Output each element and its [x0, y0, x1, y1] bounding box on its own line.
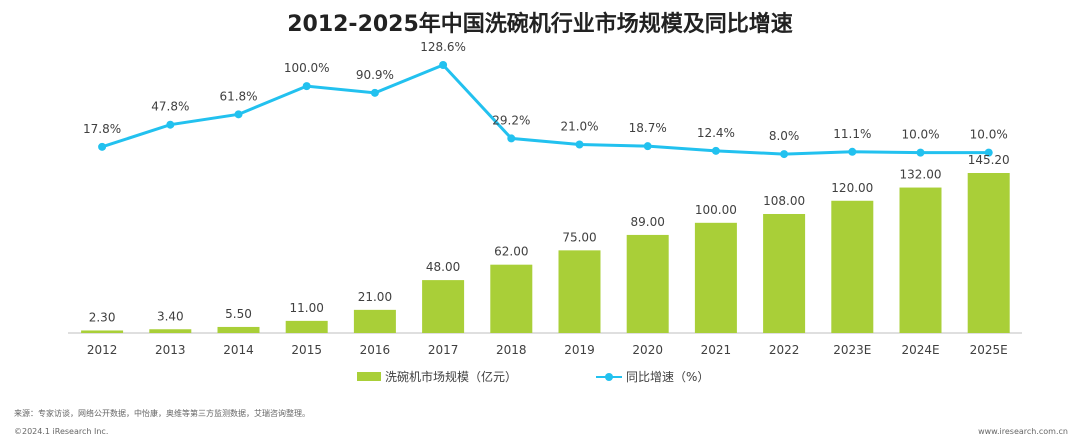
- source-note: 来源：专家访谈，网络公开数据，中怡康，奥维等第三方监测数据，艾瑞咨询整理。: [14, 409, 310, 418]
- growth-point-2020: [643, 142, 652, 151]
- legend-swatch-bar-icon: [357, 372, 381, 381]
- growth-value-label: 17.8%: [83, 122, 121, 136]
- bar-2012: [81, 330, 124, 333]
- growth-value-label: 90.9%: [356, 68, 394, 82]
- growth-point-2016: [370, 88, 379, 97]
- x-tick-label: 2017: [428, 343, 459, 357]
- growth-point-2024E: [916, 148, 925, 157]
- bar-2020: [626, 234, 669, 333]
- legend-item-growth-rate: 同比增速（%）: [596, 368, 709, 385]
- bar-value-label: 2.30: [89, 310, 116, 324]
- x-tick-label: 2018: [496, 343, 527, 357]
- growth-point-2014: [234, 110, 243, 119]
- legend-label-growth-rate: 同比增速（%）: [626, 370, 710, 384]
- growth-point-2013: [166, 120, 175, 129]
- legend-item-market-size: 洗碗机市场规模（亿元）: [357, 368, 517, 385]
- growth-point-2019: [575, 140, 584, 149]
- copyright: ©2024.1 iResearch Inc.: [14, 427, 109, 436]
- growth-value-label: 12.4%: [697, 126, 735, 140]
- bar-value-label: 21.00: [358, 290, 392, 304]
- x-tick-label: 2022: [769, 343, 800, 357]
- growth-point-2015: [302, 82, 311, 91]
- x-tick-label: 2015: [291, 343, 322, 357]
- growth-value-label: 47.8%: [151, 100, 189, 114]
- legend-swatch-line-icon: [596, 372, 622, 382]
- growth-point-2023E: [848, 147, 857, 156]
- legend-label-market-size: 洗碗机市场规模（亿元）: [385, 370, 518, 384]
- bar-value-label: 100.00: [695, 203, 737, 217]
- x-tick-label: 2021: [701, 343, 732, 357]
- bar-value-label: 3.40: [157, 309, 184, 323]
- growth-value-label: 100.0%: [284, 61, 330, 75]
- chart-title: 2012-2025年中国洗碗机行业市场规模及同比增速: [287, 12, 793, 37]
- bar-2017: [422, 280, 465, 333]
- x-tick-label: 2013: [155, 343, 186, 357]
- bar-2014: [217, 326, 260, 333]
- bar-2019: [558, 250, 601, 333]
- growth-value-label: 18.7%: [629, 121, 667, 135]
- growth-point-2021: [711, 146, 720, 155]
- growth-value-label: 8.0%: [769, 129, 800, 143]
- growth-value-label: 29.2%: [492, 113, 530, 127]
- x-tick-label: 2023E: [833, 343, 871, 357]
- bar-value-label: 62.00: [494, 245, 528, 259]
- bar-value-label: 48.00: [426, 260, 460, 274]
- bar-2018: [490, 264, 533, 333]
- x-tick-label: 2025E: [970, 343, 1008, 357]
- growth-point-2017: [439, 61, 448, 69]
- x-tick-label: 2016: [360, 343, 391, 357]
- chart-canvas: 2.30 2012 17.8% 3.40 2013 47.8% 5.50 2014 61.8% 1…: [68, 40, 1022, 357]
- growth-rate-line: [101, 63, 989, 156]
- x-tick-label: 2024E: [901, 343, 939, 357]
- bar-value-label: 11.00: [290, 301, 324, 315]
- bar-value-label: 132.00: [900, 168, 942, 182]
- x-tick-label: 2014: [223, 343, 254, 357]
- bar-value-label: 89.00: [631, 215, 665, 229]
- growth-value-label: 61.8%: [219, 89, 257, 103]
- growth-value-label: 21.0%: [560, 119, 598, 133]
- growth-point-2025E: [984, 148, 993, 157]
- bar-2022: [763, 213, 806, 333]
- bar-2023E: [831, 200, 874, 333]
- bar-2025E: [967, 173, 1010, 333]
- x-tick-label: 2020: [632, 343, 663, 357]
- growth-value-label: 128.6%: [420, 40, 466, 54]
- bar-2016: [353, 309, 396, 333]
- bar-value-label: 145.20: [968, 153, 1010, 167]
- growth-point-2012: [98, 142, 107, 151]
- bar-2024E: [899, 187, 942, 333]
- growth-value-label: 11.1%: [833, 127, 871, 141]
- growth-value-label: 10.0%: [970, 128, 1008, 142]
- growth-point-2022: [780, 150, 789, 159]
- bar-value-label: 120.00: [831, 181, 873, 195]
- x-tick-label: 2012: [87, 343, 118, 357]
- bar-value-label: 108.00: [763, 194, 805, 208]
- bar-2021: [694, 222, 737, 333]
- bar-value-label: 75.00: [562, 230, 596, 244]
- x-tick-label: 2019: [564, 343, 595, 357]
- bar-2013: [149, 329, 192, 333]
- growth-value-label: 10.0%: [901, 128, 939, 142]
- website-url: www.iresearch.com.cn: [978, 427, 1068, 436]
- bar-2015: [285, 320, 328, 333]
- bar-value-label: 5.50: [225, 307, 252, 321]
- growth-point-2018: [507, 134, 516, 143]
